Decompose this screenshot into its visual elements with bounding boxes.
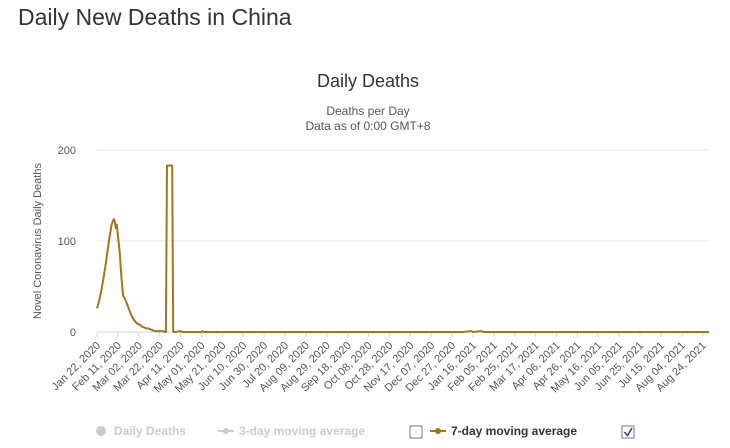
chart-subtitle: Deaths per Day	[326, 104, 409, 118]
y-tick-label: 200	[58, 145, 76, 157]
grid	[97, 149, 709, 333]
legend-7day-label: 7-day moving average	[451, 424, 577, 438]
legend-daily-deaths-marker	[96, 426, 106, 436]
y-tick-label: 100	[58, 236, 76, 248]
check-icon	[623, 427, 633, 437]
y-axis-ticks: 0 100 200	[58, 145, 76, 339]
chart-subtitle-date: Data as of 0:00 GMT+8	[305, 119, 430, 133]
legend-daily-deaths-label: Daily Deaths	[114, 424, 186, 438]
legend-3day-checkbox[interactable]	[409, 425, 423, 439]
y-axis-label: Novel Coronavirus Daily Deaths	[32, 163, 44, 319]
legend-7day-average[interactable]: 7-day moving average	[430, 424, 577, 438]
legend-7day-marker	[435, 428, 441, 434]
series-group	[96, 164, 709, 333]
legend-7day-checkbox[interactable]	[621, 425, 635, 439]
legend-3day-marker	[223, 428, 229, 434]
legend: Daily Deaths 3-day moving average 7-day …	[96, 424, 635, 439]
page-title: Daily New Deaths in China	[18, 4, 292, 30]
y-tick-label: 0	[70, 327, 76, 339]
chart-title: Daily Deaths	[317, 71, 419, 91]
legend-daily-deaths[interactable]: Daily Deaths	[96, 424, 186, 438]
legend-3day-label: 3-day moving average	[239, 424, 365, 438]
legend-3day-average[interactable]: 3-day moving average	[218, 424, 365, 438]
series-line-7day-average[interactable]	[96, 164, 709, 333]
